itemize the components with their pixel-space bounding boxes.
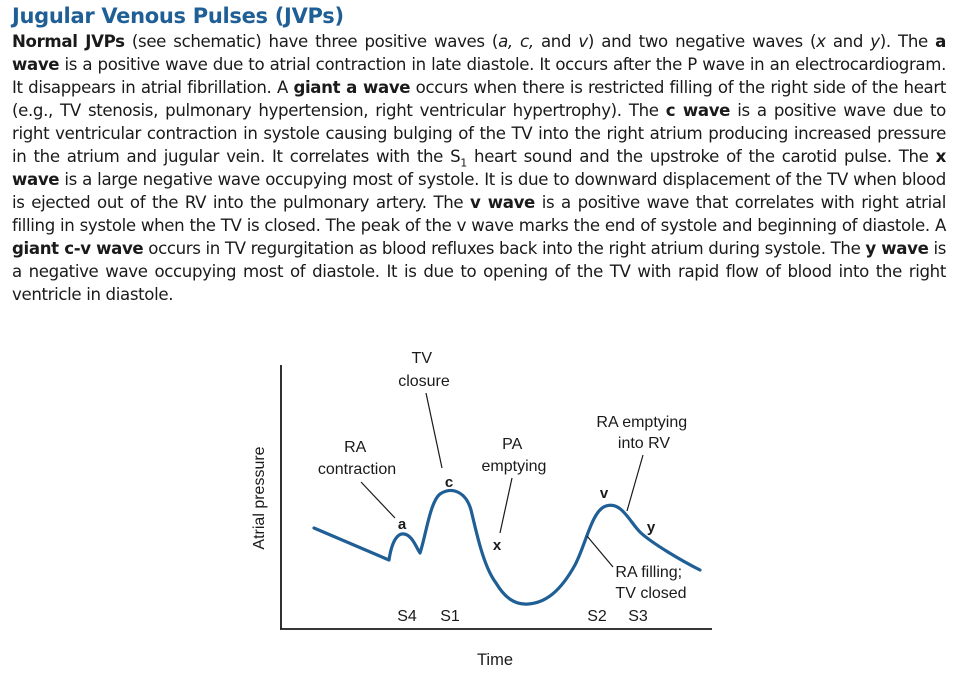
text-run: is a large negative wave occupying most …: [12, 170, 946, 212]
text-run: (see schematic) have three positive wave…: [124, 32, 499, 51]
leader-ra-emptying: [626, 454, 644, 512]
text-run: occurs when there is restricted filling …: [12, 78, 946, 120]
heart-sound-s4: S4: [397, 608, 417, 625]
annotation-ra-contraction-line1: RA: [344, 439, 367, 456]
wave-label-v: v: [600, 485, 609, 502]
leader-ra-filling: [586, 535, 614, 568]
jvp-description-paragraph: Normal JVPs (see schematic) have three p…: [12, 30, 946, 306]
term-italic: v: [578, 32, 588, 51]
term-v-wave: v wave: [470, 193, 535, 212]
wave-label-x: x: [493, 537, 502, 554]
annotation-pa-emptying-line2: emptying: [482, 458, 547, 475]
text-run: is a positive wave due to right ventricu…: [12, 101, 946, 166]
heart-sound-s2: S2: [587, 608, 607, 625]
annotation-tv-closure: TV closure: [398, 350, 450, 390]
text-run: is a positive wave due to atrial contrac…: [12, 55, 946, 97]
text-run: and: [825, 32, 871, 51]
text-run: and: [533, 32, 579, 51]
annotation-ra-filling-line1: RA filling;: [615, 564, 682, 581]
text-run: heart sound and the upstroke of the caro…: [466, 147, 936, 166]
annotation-ra-filling: RA filling; TV closed: [615, 564, 686, 602]
annotation-ra-contraction-line2: contraction: [318, 461, 396, 478]
text-run: is a negative wave occupying most of dia…: [12, 239, 946, 304]
heart-sound-s3: S3: [628, 608, 648, 625]
heart-sound-s1: S1: [440, 608, 460, 625]
annotation-ra-emptying-line1: RA emptying: [596, 414, 687, 431]
annotation-tv-closure-line2: closure: [398, 373, 450, 390]
annotation-ra-contraction: RA contraction: [318, 439, 396, 478]
text-run: ) and two negative waves (: [587, 32, 817, 51]
jvp-curve: [312, 488, 702, 606]
leader-pa-emptying: [499, 477, 513, 534]
x-axis-label: Time: [477, 651, 513, 669]
term-giant-cv-wave: giant c-v wave: [12, 239, 144, 258]
term-italic: a, c,: [498, 32, 534, 51]
wave-label-y: y: [647, 519, 656, 536]
annotation-pa-emptying-line1: PA: [502, 436, 522, 453]
annotation-ra-emptying-line2: into RV: [618, 435, 671, 452]
term-y-wave: y wave: [865, 239, 929, 258]
annotation-ra-filling-line2: TV closed: [615, 585, 686, 602]
term-x-wave: x wave: [12, 147, 946, 189]
subscript-1: 1: [460, 156, 467, 170]
annotation-ra-emptying: RA emptying into RV: [596, 414, 691, 452]
term-normal-jvps: Normal JVPs: [12, 32, 125, 51]
text-run: is a positive wave that correlates with …: [12, 193, 946, 235]
term-italic: x: [816, 32, 826, 51]
text-run: occurs in TV regurgitation as blood refl…: [143, 239, 866, 258]
wave-label-a: a: [398, 516, 407, 533]
leader-tv-closure: [425, 392, 443, 469]
leader-ra-contraction: [360, 481, 396, 519]
term-giant-a-wave: giant a wave: [293, 78, 411, 97]
text-run: ). The: [879, 32, 936, 51]
term-italic: y: [870, 32, 880, 51]
wave-label-c: c: [445, 474, 453, 491]
term-c-wave: c wave: [665, 101, 731, 120]
page-title: Jugular Venous Pulses (JVPs): [12, 4, 344, 28]
term-a-wave: a wave: [12, 32, 946, 74]
annotation-pa-emptying: PA emptying: [482, 436, 547, 475]
y-axis-label: Atrial pressure: [251, 446, 268, 549]
annotation-tv-closure-line1: TV: [412, 350, 433, 367]
